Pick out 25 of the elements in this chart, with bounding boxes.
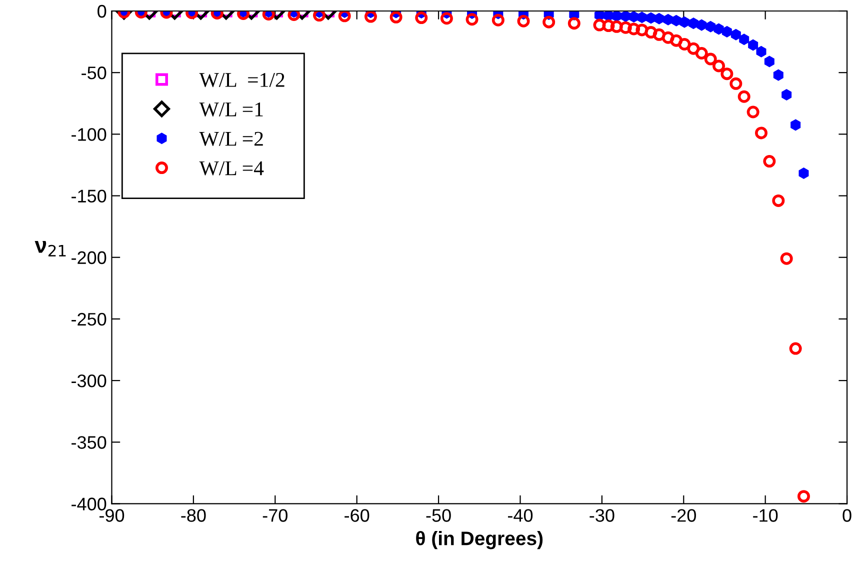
- x-tick-label: -80: [181, 509, 206, 522]
- x-tick-label: -20: [671, 509, 696, 522]
- x-tick-label: -60: [344, 509, 370, 522]
- legend-label: W/L =4: [199, 161, 264, 176]
- y-tick-label: -50: [82, 66, 106, 80]
- y-tick-label: -350: [72, 436, 106, 449]
- y-tick-label: -200: [72, 251, 106, 264]
- x-axis-title: θ (in Degrees): [416, 530, 543, 550]
- legend-label: W/L =2: [199, 132, 263, 146]
- y-axis-title: ν$_{21}$: [34, 240, 66, 256]
- legend-label: W/L =1/2: [199, 72, 284, 88]
- y-tick-label: -100: [72, 128, 106, 141]
- x-tick-label: -10: [753, 509, 778, 522]
- y-tick-label: 0: [98, 4, 106, 18]
- x-tick-label: -70: [262, 509, 288, 522]
- legend-label: W/L =1: [199, 102, 263, 117]
- y-tick-label: -300: [72, 374, 106, 388]
- x-tick-label: -30: [590, 509, 614, 522]
- y-tick-label: -150: [72, 190, 106, 202]
- x-tick-label: -40: [508, 509, 533, 522]
- y-tick-label: -400: [72, 498, 106, 510]
- x-tick-label: 0: [842, 509, 852, 522]
- x-tick-label: -90: [100, 509, 124, 522]
- y-tick-label: -250: [72, 312, 106, 326]
- x-tick-label: -50: [426, 509, 451, 522]
